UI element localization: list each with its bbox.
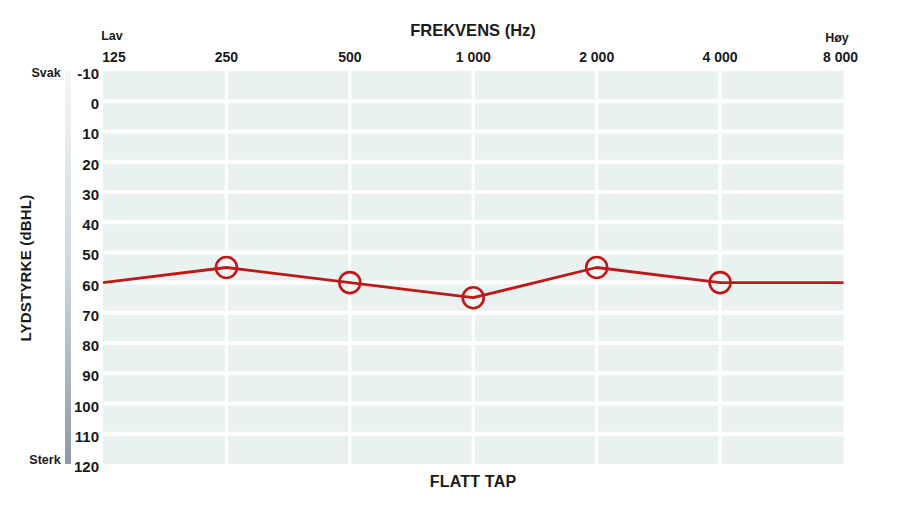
- chart-caption: FLATT TAP: [430, 473, 517, 491]
- audiogram-plot: [0, 0, 900, 506]
